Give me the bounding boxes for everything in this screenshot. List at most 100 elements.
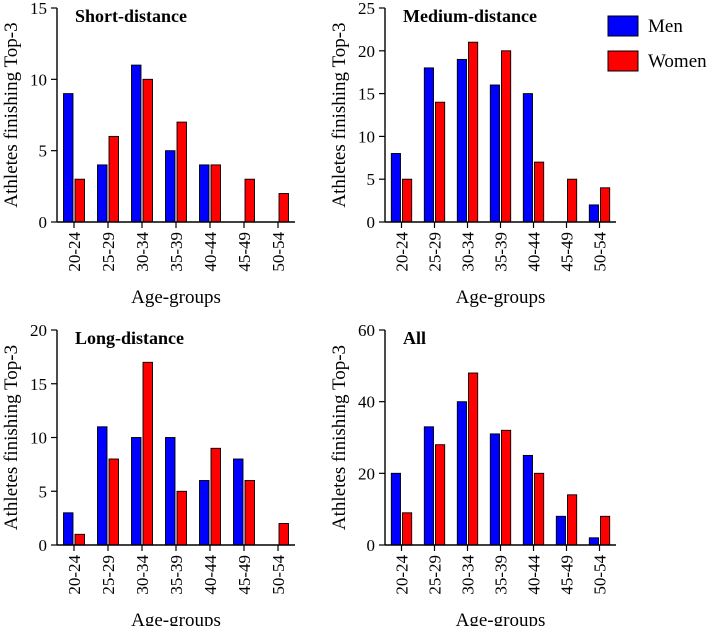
x-axis-label: Age-groups: [131, 610, 221, 626]
bar-women-40-44: [210, 164, 221, 223]
y-axis-label: Athletes finishing Top-3: [329, 22, 350, 207]
bar-men-50-54: [588, 204, 599, 223]
y-tick-label: 15: [30, 0, 47, 18]
x-tick-label: 35-39: [167, 232, 186, 272]
bar-men-20-24: [390, 153, 401, 223]
y-tick-label: 25: [358, 0, 375, 18]
bar-women-40-44: [534, 161, 545, 223]
y-tick-label: 20: [30, 321, 47, 340]
bar-men-40-44: [522, 454, 533, 546]
bar-women-45-49: [244, 480, 255, 546]
bar-men-20-24: [63, 512, 74, 546]
bar-women-30-34: [468, 41, 479, 223]
bar-women-50-54: [278, 523, 289, 546]
bar-women-35-39: [176, 121, 187, 223]
legend-swatch-women: [607, 50, 639, 72]
x-tick-label: 40-44: [201, 232, 220, 272]
y-tick-label: 15: [358, 85, 375, 104]
chart-title: Long-distance: [75, 328, 184, 348]
chart-panel-3: 20-24 25-29 30-34 35-39 40-44 45-49 50-54 0 5 10 1…: [1, 321, 295, 626]
y-tick-label: 20: [358, 464, 375, 483]
bar-women-35-39: [501, 429, 512, 546]
x-tick-label: 45-49: [235, 555, 254, 595]
bar-men-30-34: [456, 58, 467, 223]
y-tick-label: 40: [358, 393, 375, 412]
bar-women-50-54: [600, 187, 611, 223]
x-axis-label: Age-groups: [456, 287, 546, 308]
x-tick-label: 50-54: [591, 232, 610, 272]
x-tick-label: 50-54: [269, 232, 288, 272]
bar-men-25-29: [423, 426, 434, 546]
bar-women-25-29: [435, 101, 446, 223]
x-tick-label: 20-24: [393, 555, 412, 595]
x-tick-label: 35-39: [492, 555, 511, 595]
y-tick-label: 5: [367, 170, 376, 189]
bar-women-25-29: [108, 458, 119, 546]
bar-men-35-39: [165, 437, 176, 546]
y-axis-label: Athletes finishing Top-3: [1, 345, 22, 530]
bar-women-25-29: [435, 444, 446, 546]
y-tick-label: 20: [358, 42, 375, 61]
chart-panel-2: 20-24 25-29 30-34 35-39 40-44 45-49 50-54 0 5 10 1…: [329, 0, 616, 308]
x-tick-label: 35-39: [492, 232, 511, 272]
bar-men-25-29: [423, 67, 434, 223]
chart-panel-4: 20-24 25-29 30-34 35-39 40-44 45-49 50-54 0 20 40…: [329, 321, 616, 626]
chart-title: Medium-distance: [403, 6, 537, 26]
x-tick-label: 35-39: [167, 555, 186, 595]
chart-panel-1: 20-24 25-29 30-34 35-39 40-44 45-49 50-54 0 5 10 1…: [1, 0, 295, 308]
chart-title: Short-distance: [75, 6, 187, 26]
x-tick-label: 25-29: [99, 555, 118, 595]
y-tick-label: 5: [39, 142, 48, 161]
y-tick-label: 0: [39, 213, 48, 232]
legend-label-men: Men: [648, 16, 683, 37]
y-tick-label: 15: [30, 375, 47, 394]
bar-men-25-29: [97, 164, 108, 223]
bar-women-45-49: [244, 178, 255, 223]
bar-men-35-39: [165, 150, 176, 223]
x-tick-label: 30-34: [459, 232, 478, 272]
y-tick-label: 0: [39, 536, 48, 555]
bar-men-40-44: [199, 164, 210, 223]
x-tick-label: 25-29: [426, 232, 445, 272]
bar-women-35-39: [176, 490, 187, 546]
bar-women-25-29: [108, 135, 119, 223]
bar-men-30-34: [131, 64, 142, 223]
x-tick-label: 25-29: [99, 232, 118, 272]
bar-men-45-49: [555, 515, 566, 546]
bar-men-40-44: [522, 93, 533, 223]
y-axis-label: Athletes finishing Top-3: [1, 22, 22, 207]
bar-men-35-39: [489, 84, 500, 223]
x-tick-label: 50-54: [269, 555, 288, 595]
bar-women-35-39: [501, 50, 512, 223]
x-tick-label: 25-29: [426, 555, 445, 595]
bar-women-40-44: [534, 472, 545, 546]
bar-women-20-24: [74, 533, 85, 546]
bar-men-25-29: [97, 426, 108, 546]
bar-men-35-39: [489, 433, 500, 546]
bar-men-20-24: [390, 472, 401, 546]
x-tick-label: 30-34: [133, 555, 152, 595]
x-tick-label: 45-49: [558, 555, 577, 595]
y-tick-label: 10: [30, 70, 47, 89]
x-tick-label: 20-24: [65, 555, 84, 595]
bar-women-50-54: [600, 515, 611, 546]
bar-men-20-24: [63, 93, 74, 223]
bar-men-40-44: [199, 480, 210, 546]
bar-women-30-34: [142, 361, 153, 546]
bar-men-30-34: [131, 437, 142, 546]
bar-women-40-44: [210, 447, 221, 546]
x-tick-label: 30-34: [459, 555, 478, 595]
legend-label-women: Women: [648, 51, 707, 72]
bar-women-30-34: [142, 78, 153, 223]
x-tick-label: 30-34: [133, 232, 152, 272]
chart-title: All: [403, 328, 426, 348]
x-tick-label: 45-49: [235, 232, 254, 272]
x-tick-label: 40-44: [525, 232, 544, 272]
bar-women-45-49: [567, 494, 578, 546]
x-axis-label: Age-groups: [131, 287, 221, 308]
bar-women-45-49: [567, 178, 578, 223]
bar-men-45-49: [233, 458, 244, 546]
chart-panels: 20-24 25-29 30-34 35-39 40-44 45-49 50-54 0 5 10 1…: [1, 0, 616, 626]
y-tick-label: 10: [30, 429, 47, 448]
